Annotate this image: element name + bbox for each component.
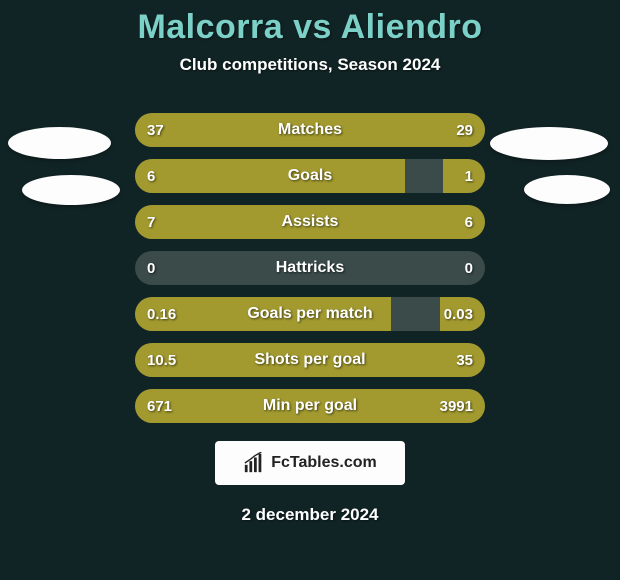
bar-right	[331, 113, 485, 147]
comparison-infographic: Malcorra vs Aliendro Club competitions, …	[0, 0, 620, 580]
stat-rows-container: 3729Matches 61Goals 76Assists 0 0Hattricks 0.…	[0, 113, 620, 423]
stat-row: 0 0Hattricks	[135, 251, 485, 285]
stat-row: 3729Matches	[135, 113, 485, 147]
bar-left	[135, 113, 331, 147]
bar-left	[135, 159, 405, 193]
bar-right	[184, 389, 485, 423]
stat-value-right: 0	[465, 251, 473, 285]
bar-right	[443, 159, 485, 193]
player-badge-right-2	[524, 175, 610, 204]
bar-left	[135, 343, 216, 377]
stat-label: Hattricks	[135, 251, 485, 285]
stat-row: 76Assists	[135, 205, 485, 239]
player-badge-left-1	[8, 127, 111, 159]
bar-left	[135, 205, 324, 239]
logo-text: FcTables.com	[271, 454, 377, 472]
stat-row: 10.535Shots per goal	[135, 343, 485, 377]
date-text: 2 december 2024	[0, 505, 620, 525]
logo-box: FcTables.com	[215, 441, 405, 485]
stat-value-left: 0	[147, 251, 155, 285]
bar-left	[135, 389, 184, 423]
page-title: Malcorra vs Aliendro	[0, 8, 620, 47]
stat-row: 61Goals	[135, 159, 485, 193]
stat-row: 0.160.03Goals per match	[135, 297, 485, 331]
chart-icon	[243, 452, 265, 474]
bar-right	[440, 297, 486, 331]
bar-right	[324, 205, 485, 239]
player-badge-right-1	[490, 127, 608, 160]
stat-row: 6713991Min per goal	[135, 389, 485, 423]
bar-left	[135, 297, 391, 331]
page-subtitle: Club competitions, Season 2024	[0, 55, 620, 75]
bar-right	[216, 343, 486, 377]
player-badge-left-2	[22, 175, 120, 205]
stats-area: 3729Matches 61Goals 76Assists 0 0Hattricks 0.…	[0, 113, 620, 525]
